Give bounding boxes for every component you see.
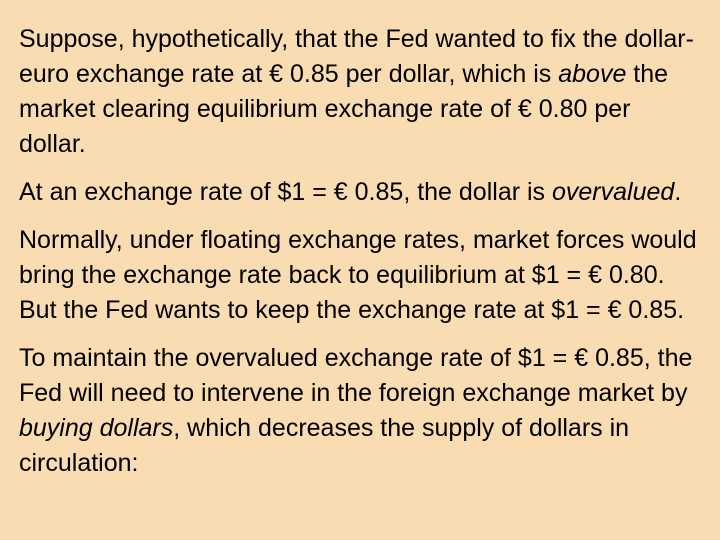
emphasis-buying-dollars: buying dollars	[19, 414, 174, 442]
emphasis-above: above	[558, 60, 627, 88]
paragraph-floating-rates: Normally, under floating exchange rates,…	[19, 223, 700, 328]
paragraph-overvalued: At an exchange rate of $1 = € 0.85, the …	[19, 175, 700, 210]
paragraph-text: , which decreases the supply of dollars …	[19, 414, 630, 477]
paragraph-text: To maintain the overvalued exchange rate…	[19, 344, 693, 407]
emphasis-overvalued: overvalued	[552, 178, 675, 206]
paragraph-intervention: To maintain the overvalued exchange rate…	[19, 341, 700, 481]
paragraph-fed-hypothetical: Suppose, hypothetically, that the Fed wa…	[19, 22, 700, 162]
paragraph-text: At an exchange rate of $1 = € 0.85, the …	[19, 178, 552, 206]
paragraph-text: Suppose, hypothetically, that the Fed wa…	[19, 25, 694, 88]
paragraph-text: the market clearing equilibrium exchange…	[19, 60, 669, 158]
paragraph-text: Normally, under floating exchange rates,…	[19, 226, 697, 324]
paragraph-text: .	[674, 178, 682, 206]
